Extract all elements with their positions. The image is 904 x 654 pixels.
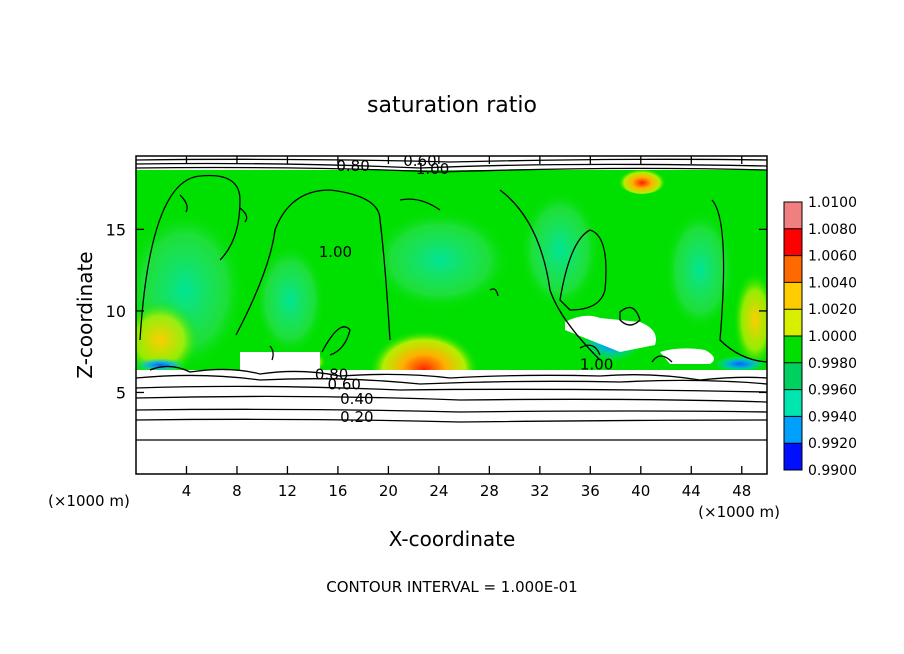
y-axis-label: Z-coordinate <box>73 251 97 378</box>
colorbar-label: 1.0000 <box>808 329 857 345</box>
colorbar-swatch <box>784 362 802 391</box>
x-tick-label: 36 <box>581 482 600 500</box>
white-gap-cloudbase <box>240 352 320 370</box>
chart-title: saturation ratio <box>367 93 537 118</box>
contour-label-layer: 0.600.80 1.001.001.000.800.600.400.20 <box>315 152 613 426</box>
field-patch-mid <box>255 245 325 355</box>
colorbar-label: 1.0020 <box>808 302 857 318</box>
contour-label: 1.00 <box>416 160 449 178</box>
y-tick-label: 15 <box>106 220 126 239</box>
colorbar-label: 1.0040 <box>808 275 857 291</box>
hotspot-top <box>618 166 666 194</box>
colorbar-label: 0.9920 <box>808 436 857 452</box>
colorbar-swatch <box>784 255 802 283</box>
coldspot-base <box>136 358 186 372</box>
x-tick-label: 20 <box>379 482 398 500</box>
y-unit-label: (×1000 m) <box>48 492 130 510</box>
x-tick-label: 32 <box>530 482 549 500</box>
contour-interval-footer: CONTOUR INTERVAL = 1.000E-01 <box>326 578 577 596</box>
contour-label: 0.60 <box>403 152 436 170</box>
contour-label: 0.80 <box>315 366 348 384</box>
field-patch-edge <box>733 270 767 370</box>
colorbar-label: 1.0060 <box>808 249 857 265</box>
field-patch-right <box>520 190 600 310</box>
x-tick-label: 4 <box>182 482 192 500</box>
contour-label: 0.60 <box>328 375 361 393</box>
colorbar-label: 1.0100 <box>808 195 857 211</box>
x-tick-label: 40 <box>631 482 650 500</box>
colorbar-swatch <box>784 389 802 417</box>
x-tick-label: 48 <box>732 482 751 500</box>
colorbar-swatch <box>784 443 802 471</box>
x-axis-label: X-coordinate <box>389 527 516 551</box>
x-tick-label: 28 <box>480 482 499 500</box>
contour-label: 1.00 <box>319 243 352 261</box>
contour-label: 1.00 <box>580 356 613 374</box>
colorbar-label: 0.9980 <box>808 356 857 372</box>
x-unit-label: (×1000 m) <box>698 503 780 521</box>
colorbar-label: 0.9960 <box>808 383 857 399</box>
x-axis: 4 8 12 16 20 24 28 32 36 40 44 48 <box>182 156 751 500</box>
field-patch-right2 <box>665 210 735 330</box>
x-tick-label: 12 <box>278 482 297 500</box>
contour-lines <box>136 158 767 441</box>
colorbar-swatch <box>784 282 802 310</box>
contour-label: 0.20 <box>340 408 373 426</box>
white-gap-small <box>660 348 714 364</box>
x-tick-label: 16 <box>328 482 347 500</box>
colorbar-swatch <box>784 309 802 337</box>
contour-label: 0.40 <box>340 390 373 408</box>
colorbar-label: 0.9940 <box>808 409 857 425</box>
y-axis: 5 10 15 <box>106 220 767 402</box>
colorbar-swatch <box>784 336 802 364</box>
x-tick-label: 8 <box>232 482 242 500</box>
colorbar-swatch <box>784 416 802 444</box>
y-tick-label: 10 <box>106 302 126 321</box>
coldspot-base-right <box>714 356 766 372</box>
x-tick-label: 44 <box>682 482 701 500</box>
colorbar-swatch <box>784 202 802 230</box>
colorbar-label: 1.0080 <box>808 222 857 238</box>
contour-label: 0.80 <box>336 157 369 175</box>
field-patch-center <box>370 210 510 310</box>
plot-frame <box>135 155 768 475</box>
x-tick-label: 24 <box>429 482 448 500</box>
y-tick-label: 5 <box>116 383 126 402</box>
colorbar-label: 0.9900 <box>808 463 857 479</box>
heatmap-field: 0.600.80 1.001.001.000.800.600.400.20 <box>136 152 767 474</box>
colorbar-swatch <box>784 228 802 257</box>
colorbar: 1.0100 1.0080 1.0060 1.0040 1.0020 1.0000 0.99… <box>783 195 857 479</box>
